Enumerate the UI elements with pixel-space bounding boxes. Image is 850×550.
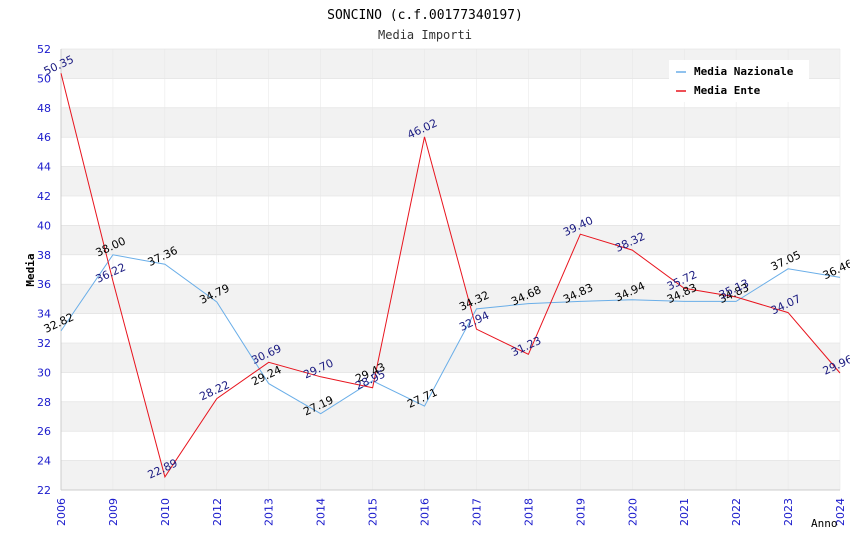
plot-background <box>60 48 841 491</box>
x-tick-label: 2020 <box>626 498 639 526</box>
y-tick-label: 36 <box>37 278 51 291</box>
y-tick-label: 48 <box>37 102 51 115</box>
plot-band <box>61 431 840 461</box>
chart-subtitle: Media Importi <box>378 28 472 42</box>
legend-box <box>669 60 809 102</box>
plot-band <box>61 137 840 167</box>
series-line-media-nazionale <box>60 254 841 415</box>
y-tick-label: 46 <box>37 131 51 144</box>
plot-band <box>61 225 840 255</box>
plot-band <box>61 107 840 138</box>
plot-band <box>61 401 840 432</box>
x-tick-label: 2018 <box>522 498 535 526</box>
x-tick-label: 2014 <box>315 498 328 526</box>
y-tick-label: 50 <box>37 72 51 85</box>
legend: Media Nazionale Media Ente <box>669 60 809 102</box>
x-axis: 2006 2009 2010 2012 2013 2014 2015 2016 2017 2018… <box>55 498 847 526</box>
x-tick-label: 2017 <box>470 498 483 526</box>
y-tick-label: 42 <box>37 190 51 203</box>
y-tick-label: 32 <box>37 337 51 350</box>
legend-label-media-ente: Media Ente <box>694 84 761 97</box>
y-tick-label: 22 <box>37 484 51 497</box>
y-tick-label: 38 <box>37 249 51 262</box>
series-lines <box>60 73 841 479</box>
y-tick-label: 34 <box>37 308 51 321</box>
plot-band <box>61 284 840 314</box>
x-tick-label: 2013 <box>263 498 276 526</box>
plot-frame <box>60 49 840 491</box>
plot-band <box>61 460 840 490</box>
y-axis-label: Media <box>24 253 37 286</box>
y-tick-label: 24 <box>37 455 51 468</box>
y-axis: 22 24 26 28 30 32 34 36 38 40 42 44 46 48 50 52 <box>37 43 51 497</box>
x-tick-label: 2006 <box>55 498 68 526</box>
x-tick-label: 2023 <box>782 498 795 526</box>
x-tick-label: 2009 <box>107 498 120 526</box>
y-tick-label: 28 <box>37 396 51 409</box>
x-tick-label: 2022 <box>730 498 743 526</box>
legend-label-media-nazionale: Media Nazionale <box>694 65 794 78</box>
x-tick-label: 2010 <box>159 498 172 526</box>
x-tick-label: 2012 <box>211 498 224 526</box>
y-tick-label: 26 <box>37 425 51 438</box>
x-tick-label: 2024 <box>834 498 847 526</box>
plot-band <box>61 196 840 226</box>
y-tick-label: 52 <box>37 43 51 56</box>
y-tick-label: 30 <box>37 366 51 379</box>
x-tick-label: 2021 <box>678 498 691 526</box>
plot-band <box>61 372 840 402</box>
x-tick-label: 2019 <box>574 498 587 526</box>
series-line-media-ente <box>60 73 841 479</box>
y-tick-label: 40 <box>37 219 51 232</box>
plot-band <box>61 254 840 285</box>
plot-band <box>61 166 840 196</box>
x-tick-label: 2016 <box>419 498 432 526</box>
x-tick-label: 2015 <box>367 498 380 526</box>
plot-band <box>61 313 840 343</box>
chart-title: SONCINO (c.f.00177340197) <box>327 8 523 23</box>
x-axis-label: Anno <box>811 517 838 530</box>
y-tick-label: 44 <box>37 161 51 174</box>
